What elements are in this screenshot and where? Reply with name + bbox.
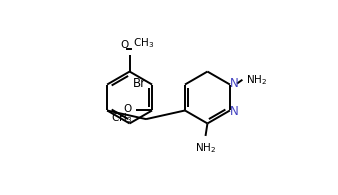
Text: O: O [121,40,129,50]
Text: NH$_2$: NH$_2$ [195,141,216,155]
Text: Br: Br [133,77,146,90]
Text: N: N [230,77,239,90]
Text: O: O [124,104,132,113]
Text: N: N [230,105,239,118]
Text: CH$_3$: CH$_3$ [133,37,154,50]
Text: CH$_3$: CH$_3$ [111,111,132,125]
Text: NH$_2$: NH$_2$ [246,73,267,87]
